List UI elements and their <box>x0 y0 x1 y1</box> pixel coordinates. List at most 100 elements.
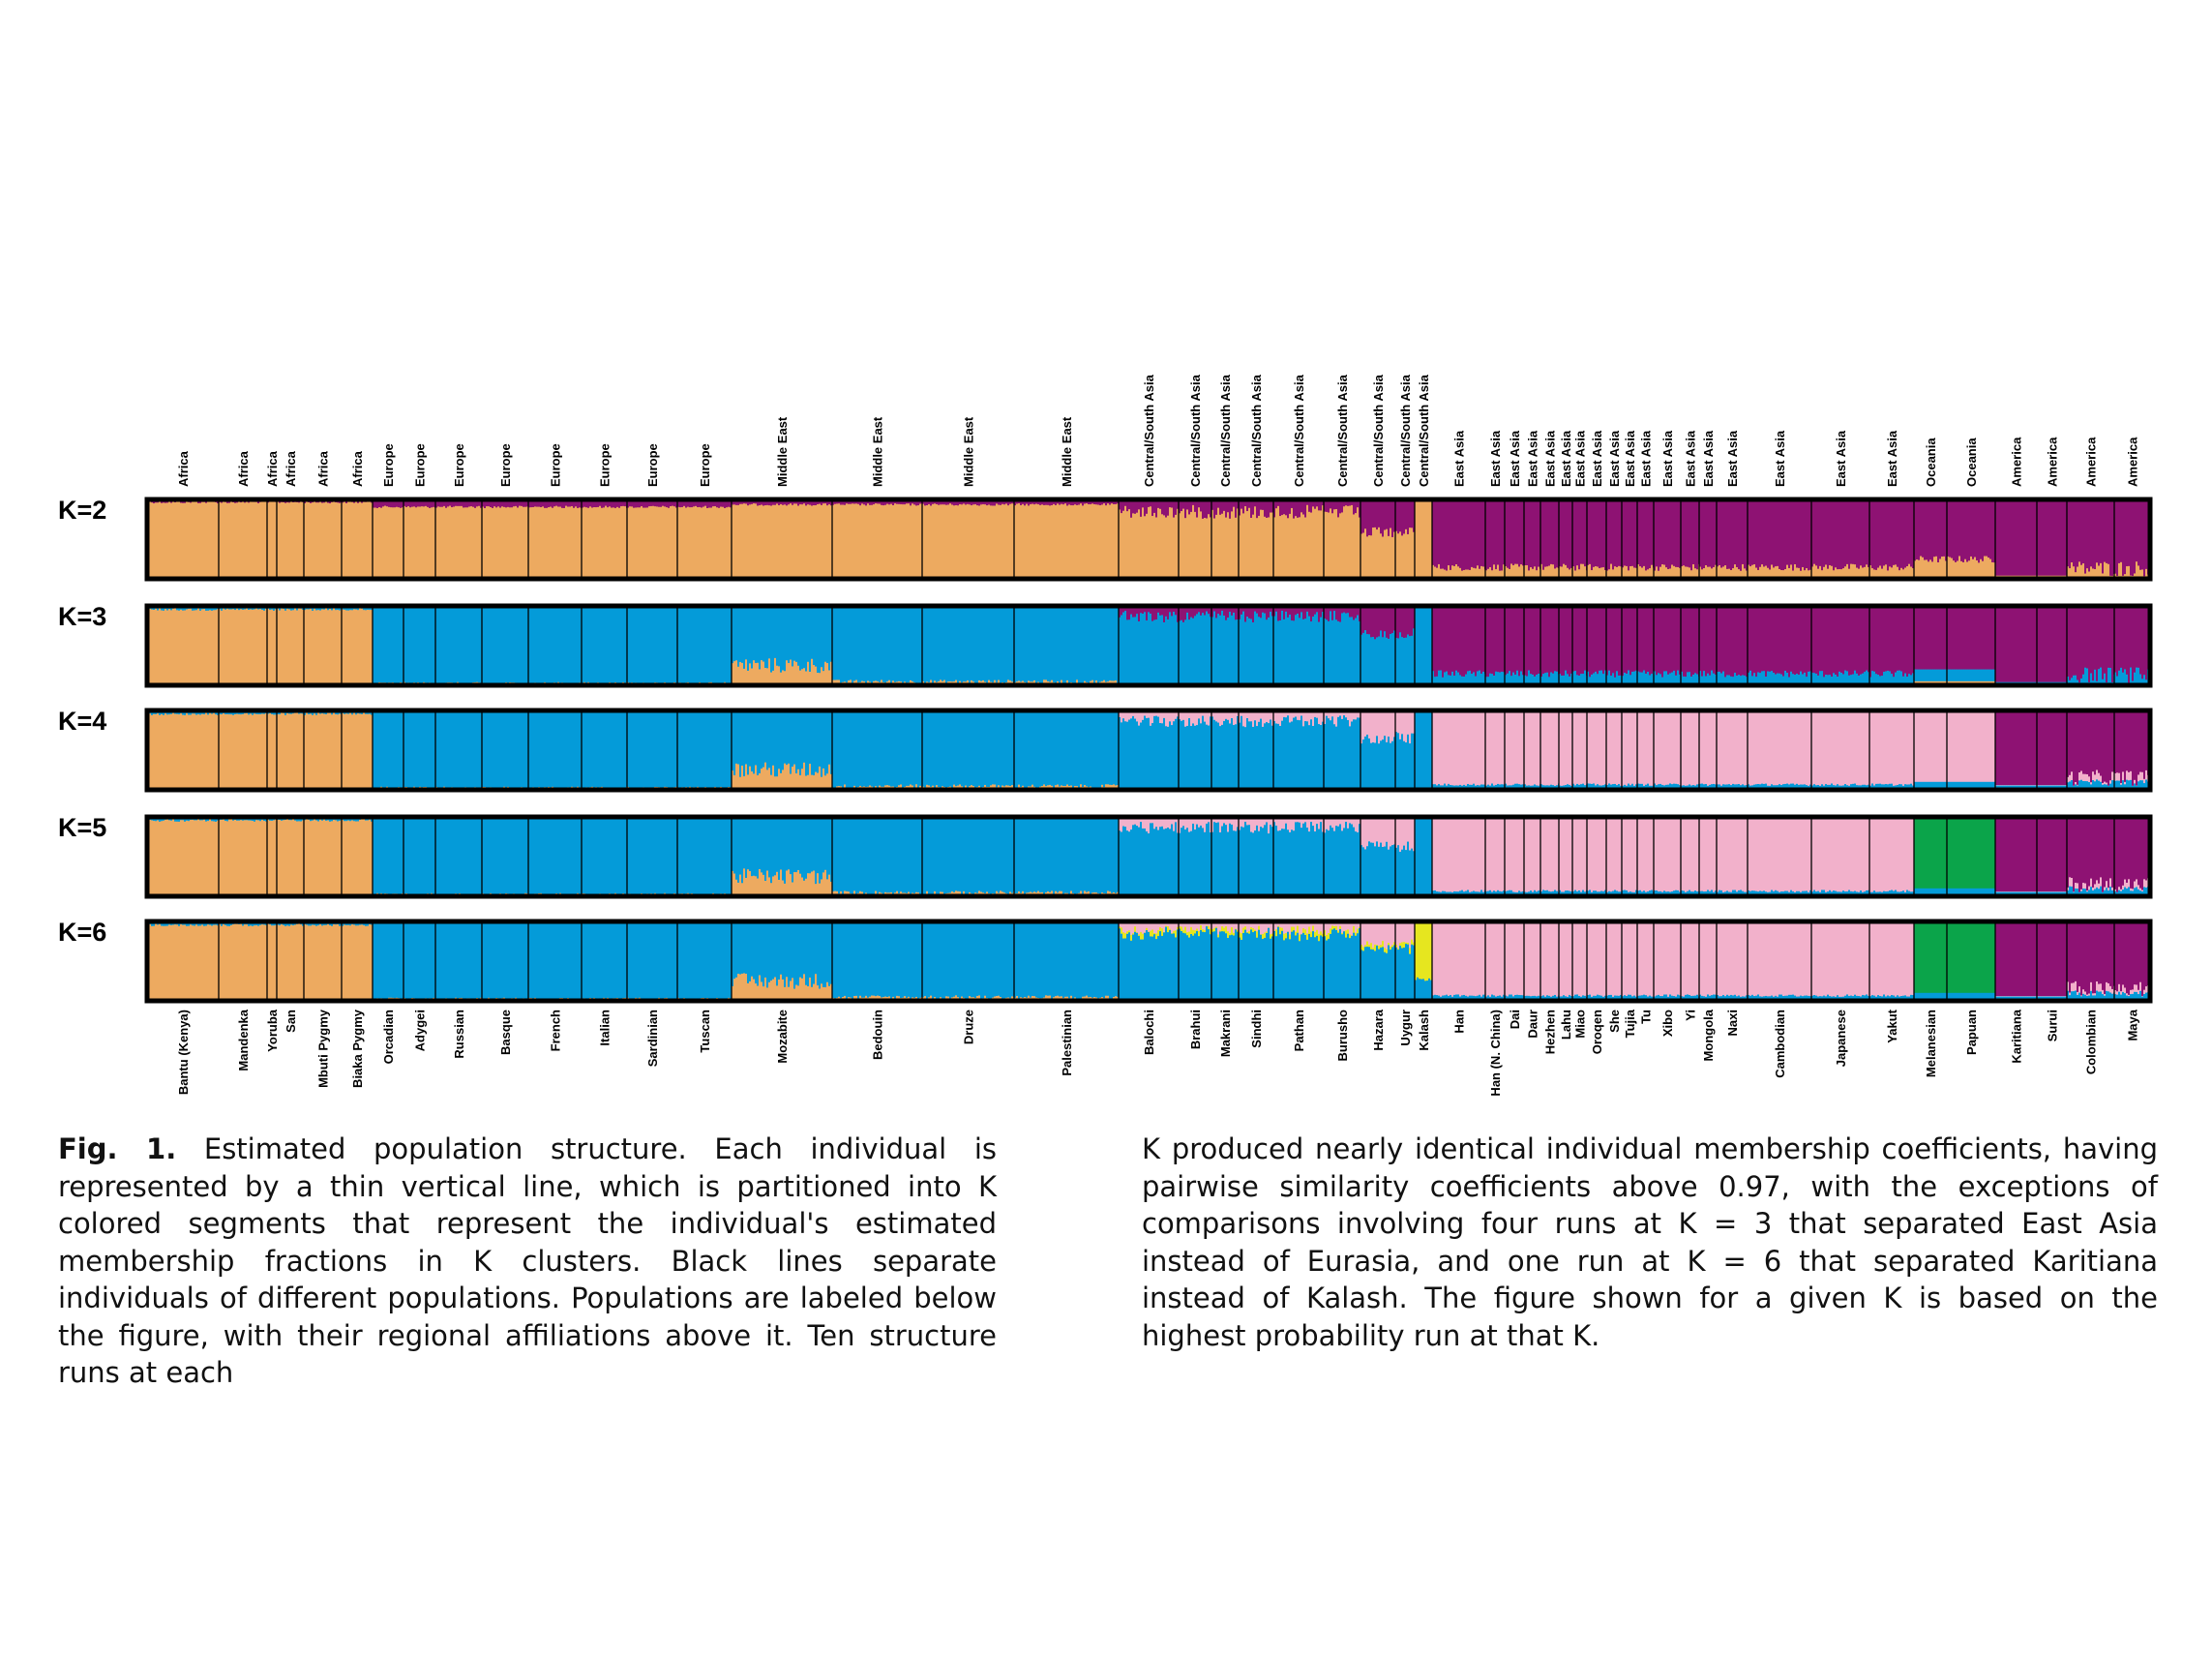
individual-segment <box>161 610 164 686</box>
individual-segment <box>1777 606 1779 674</box>
individual-segment <box>1556 606 1559 673</box>
individual-segment <box>1711 670 1714 686</box>
individual-segment <box>1157 499 1160 509</box>
individual-segment <box>1177 606 1180 623</box>
individual-segment <box>1624 606 1627 674</box>
individual-segment <box>613 606 615 684</box>
individual-segment <box>953 606 956 682</box>
individual-segment <box>1271 616 1274 686</box>
individual-segment <box>1602 499 1605 568</box>
individual-segment <box>1825 606 1828 676</box>
individual-segment <box>1788 677 1791 686</box>
individual-segment <box>192 713 194 791</box>
individual-segment <box>1738 606 1741 676</box>
individual-segment <box>1848 499 1851 569</box>
individual-segment <box>830 606 833 663</box>
individual-segment <box>582 499 584 508</box>
individual-segment <box>1982 669 1985 682</box>
individual-segment <box>840 606 843 683</box>
individual-segment <box>1692 499 1695 565</box>
individual-segment <box>394 606 397 684</box>
individual-segment <box>817 504 820 580</box>
individual-segment <box>1584 670 1587 686</box>
individual-segment <box>1988 669 1990 682</box>
region-label: East Asia <box>1660 430 1675 487</box>
individual-segment <box>768 499 771 506</box>
individual-segment <box>1213 606 1216 612</box>
individual-segment <box>1862 673 1865 686</box>
individual-segment <box>1333 611 1336 686</box>
individual-segment <box>207 710 210 715</box>
individual-segment <box>622 505 625 580</box>
individual-segment <box>1875 569 1878 580</box>
individual-segment <box>2082 606 2085 676</box>
individual-segment <box>840 504 843 580</box>
individual-segment <box>1532 606 1535 676</box>
individual-segment <box>583 506 586 580</box>
individual-segment <box>2100 667 2103 686</box>
individual-segment <box>528 507 531 580</box>
individual-segment <box>382 499 385 507</box>
individual-segment <box>834 606 837 680</box>
individual-segment <box>782 499 785 506</box>
individual-segment <box>155 710 158 715</box>
individual-segment <box>1677 670 1680 686</box>
individual-segment <box>733 606 736 662</box>
individual-segment <box>357 502 360 580</box>
region-label: East Asia <box>1508 430 1522 487</box>
individual-segment <box>1461 676 1464 686</box>
individual-segment <box>1542 499 1545 571</box>
individual-segment <box>683 606 686 685</box>
individual-segment <box>1095 499 1098 505</box>
individual-segment <box>1838 569 1841 580</box>
individual-segment <box>252 609 254 686</box>
individual-segment <box>672 606 674 685</box>
individual-segment <box>1719 564 1721 580</box>
individual-segment <box>1734 564 1737 580</box>
individual-segment <box>801 504 804 580</box>
individual-segment <box>2139 674 2142 686</box>
individual-segment <box>2050 499 2053 577</box>
individual-segment <box>1505 499 1508 567</box>
individual-segment <box>1606 606 1609 676</box>
individual-segment <box>701 507 703 580</box>
individual-segment <box>1620 499 1623 567</box>
individual-segment <box>567 499 570 507</box>
individual-segment <box>1349 617 1352 686</box>
individual-segment <box>1148 499 1151 508</box>
individual-segment <box>998 679 1001 686</box>
individual-segment <box>1900 606 1903 672</box>
individual-segment <box>871 504 874 580</box>
individual-segment <box>1753 606 1756 674</box>
individual-segment <box>1469 499 1472 571</box>
individual-segment <box>2007 606 2010 683</box>
individual-segment <box>848 606 851 681</box>
individual-segment <box>1744 499 1747 569</box>
region-label: East Asia <box>1773 430 1787 487</box>
individual-segment <box>672 499 674 506</box>
individual-segment <box>784 606 787 672</box>
individual-segment <box>1204 615 1207 686</box>
individual-segment <box>394 499 397 508</box>
individual-segment <box>919 503 922 580</box>
individual-segment <box>339 606 342 611</box>
individual-segment <box>1326 499 1329 513</box>
individual-segment <box>2136 499 2138 562</box>
individual-segment <box>1051 504 1054 580</box>
individual-segment <box>1715 564 1718 580</box>
individual-segment <box>451 499 454 508</box>
individual-segment <box>739 606 742 663</box>
individual-segment <box>1509 568 1511 580</box>
individual-segment <box>1916 559 1919 580</box>
region-label: East Asia <box>1559 430 1573 487</box>
individual-segment <box>371 610 374 686</box>
individual-segment <box>1576 606 1579 676</box>
individual-segment <box>474 606 477 683</box>
individual-segment <box>1937 606 1940 670</box>
individual-segment <box>1858 499 1861 569</box>
individual-segment <box>254 501 256 580</box>
individual-segment <box>1493 676 1496 686</box>
individual-segment <box>1675 499 1678 568</box>
individual-segment <box>1086 503 1089 580</box>
individual-segment <box>492 606 494 683</box>
